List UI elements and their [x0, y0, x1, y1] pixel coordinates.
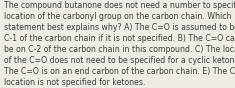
Text: The compound butanone does not need a number to specify the
location of the carb: The compound butanone does not need a nu… — [4, 1, 235, 87]
